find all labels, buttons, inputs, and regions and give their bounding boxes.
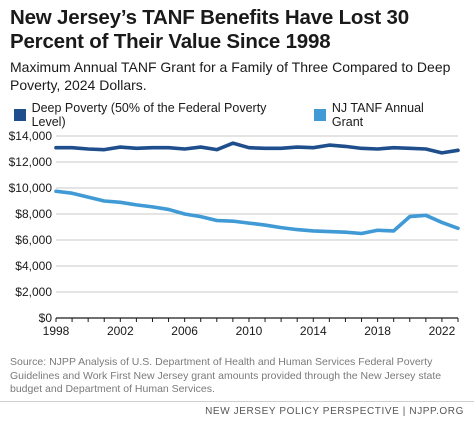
x-tick-label: 2006	[171, 324, 198, 338]
legend-item-tanf-grant: NJ TANF Annual Grant	[314, 101, 454, 129]
legend-swatch-tanf-grant	[314, 109, 326, 121]
source-note: Source: NJPP Analysis of U.S. Department…	[10, 356, 442, 395]
y-tick-label: $2,000	[15, 285, 52, 299]
footer-credit: NEW JERSEY POLICY PERSPECTIVE | NJPP.ORG	[205, 406, 464, 417]
y-tick-label: $6,000	[15, 233, 52, 247]
x-tick-label: 2002	[107, 324, 134, 338]
line-chart: $0 $2,000 $4,000 $6,000 $8,000 $10,000 $12,000…	[9, 129, 460, 338]
x-tick-label: 1998	[43, 324, 70, 338]
chart-subtitle: Maximum Annual TANF Grant for a Family o…	[10, 59, 451, 93]
series-line-tanf-grant	[54, 189, 460, 236]
y-tick-label: $12,000	[9, 155, 53, 169]
legend-label-deep-poverty: Deep Poverty (50% of the Federal Poverty…	[31, 101, 267, 129]
y-tick-label: $4,000	[15, 259, 52, 273]
x-tick-label: 2018	[364, 324, 391, 338]
x-tick-label: 2014	[300, 324, 327, 338]
footer-divider	[0, 401, 474, 402]
y-tick-label: $8,000	[15, 207, 52, 221]
legend-swatch-deep-poverty	[14, 109, 26, 121]
series-line-deep-poverty	[54, 141, 460, 155]
chart-title: New Jersey’s TANF Benefits Have Lost 30 …	[10, 6, 409, 53]
legend: Deep Poverty (50% of the Federal Poverty…	[14, 101, 474, 129]
y-tick-label: $0	[39, 311, 53, 325]
x-tick-label: 2010	[236, 324, 263, 338]
y-tick-label: $10,000	[9, 181, 53, 195]
x-tick-label: 2022	[429, 324, 456, 338]
legend-item-deep-poverty: Deep Poverty (50% of the Federal Poverty…	[14, 101, 294, 129]
y-tick-label: $14,000	[9, 129, 53, 143]
legend-label-tanf-grant: NJ TANF Annual Grant	[331, 101, 424, 129]
